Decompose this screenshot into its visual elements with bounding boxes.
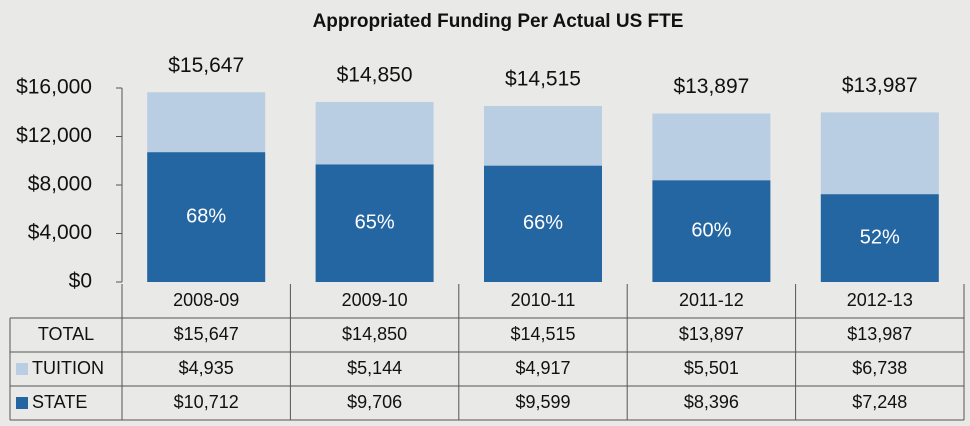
table-cell: $7,248	[852, 392, 907, 412]
share-label: 60%	[691, 219, 731, 241]
table-cell: $5,501	[684, 358, 739, 378]
table-cell: $14,850	[342, 324, 407, 344]
total-label: $15,647	[168, 54, 244, 77]
y-tick-label: $12,000	[16, 124, 92, 147]
x-tick-label: 2010-11	[511, 290, 576, 310]
table-cell: $4,917	[515, 358, 570, 378]
bar-segment	[484, 165, 602, 282]
total-label: $13,987	[842, 74, 918, 97]
table-cell: $15,647	[174, 324, 239, 344]
bar-segment	[820, 112, 939, 195]
table-cell: $13,897	[679, 324, 744, 344]
share-label: 65%	[355, 211, 395, 233]
bar-segment	[484, 105, 602, 166]
y-tick-label: $0	[69, 270, 92, 293]
total-label: $14,515	[505, 68, 581, 91]
bar-segment	[147, 152, 266, 282]
share-label: 68%	[186, 205, 226, 227]
y-tick-label: $8,000	[28, 173, 92, 196]
table-cell: $14,515	[510, 324, 575, 344]
table-cell: $5,144	[347, 358, 402, 378]
bar-segment	[652, 113, 771, 181]
total-label: $13,897	[673, 75, 749, 98]
bar-segment	[820, 194, 939, 282]
total-label: $14,850	[337, 63, 413, 86]
bar-segment	[652, 180, 771, 282]
table-cell: $8,396	[684, 392, 739, 412]
table-cell: $9,706	[347, 392, 402, 412]
bar-segment	[315, 101, 434, 165]
table-cell: $6,738	[852, 358, 907, 378]
share-label: 52%	[860, 226, 900, 248]
chart-title: Appropriated Funding Per Actual US FTE	[313, 11, 684, 32]
share-label: 66%	[523, 212, 563, 234]
x-tick-label: 2012-13	[847, 290, 913, 310]
table-cell: $9,599	[515, 392, 570, 412]
table-cell: $10,712	[174, 392, 239, 412]
row-label: TOTAL	[38, 324, 94, 344]
x-tick-label: 2009-10	[342, 290, 408, 310]
bar-segment	[315, 164, 434, 282]
x-tick-label: 2011-12	[679, 290, 744, 310]
table-cell: $13,987	[847, 324, 912, 344]
y-tick-label: $4,000	[28, 221, 92, 244]
x-tick-label: 2008-09	[173, 290, 239, 310]
legend-label: TUITION	[32, 358, 104, 378]
bar-segment	[147, 92, 266, 153]
table-cell: $4,935	[179, 358, 234, 378]
y-tick-label: $16,000	[16, 76, 92, 99]
legend-label: STATE	[32, 392, 87, 412]
legend-swatch	[16, 363, 28, 375]
legend-swatch	[16, 397, 28, 409]
